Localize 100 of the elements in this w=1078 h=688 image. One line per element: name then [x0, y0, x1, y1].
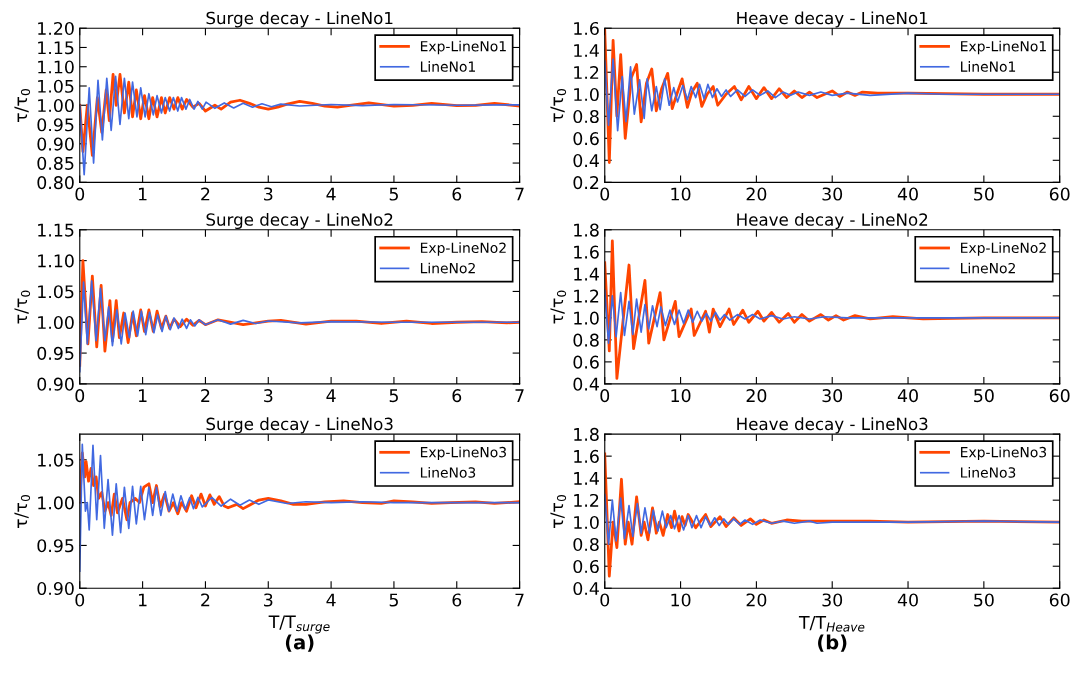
- y-tick-label: 0.6: [573, 355, 599, 369]
- y-tick-label: 0.6: [573, 559, 599, 574]
- y-tick-label: 1.2: [574, 289, 599, 303]
- x-tick-label: 10: [671, 389, 691, 403]
- x-tick-label: 50: [974, 593, 994, 607]
- y-tick-label: 1.00: [38, 98, 74, 113]
- x-tick-label: 7: [515, 389, 524, 402]
- x-tick-label: 4: [326, 389, 336, 402]
- x-tick-label: 1: [138, 593, 147, 607]
- legend-label: Exp-LineNo3: [420, 446, 506, 461]
- x-tick-label: 0: [75, 187, 85, 201]
- y-axis-title: τ/τ$_{0}$: [14, 494, 31, 528]
- x-tick-label: 20: [746, 389, 767, 403]
- x-tick-label: 40: [897, 389, 918, 403]
- x-tick-label: 2: [201, 389, 210, 402]
- x-tick-label: 10: [671, 187, 691, 201]
- legend-label: LineNo3: [961, 467, 1016, 478]
- legend-label: Exp-LineNo2: [961, 242, 1046, 256]
- x-tick-label: 3: [264, 187, 273, 201]
- x-tick-label: 40: [897, 593, 918, 607]
- y-tick-label: 1.0: [574, 87, 599, 102]
- x-tick-label: 1: [138, 389, 147, 402]
- y-axis-title: τ/τ$_{0}$: [14, 290, 31, 324]
- x-tick-label: 6: [452, 389, 462, 403]
- x-tick-label: 30: [822, 187, 843, 201]
- x-tick-label: 1: [138, 187, 147, 201]
- x-tick-label: 30: [822, 593, 843, 607]
- x-axis-title: T/T$_{Heave}$: [798, 615, 865, 632]
- legend-label: Exp-LineNo2: [420, 242, 506, 256]
- chart-title: Surge decay - LineNo3: [206, 417, 393, 434]
- y-tick-label: 0.95: [37, 539, 74, 553]
- x-tick-label: 4: [326, 187, 336, 201]
- x-tick-label: 40: [897, 187, 918, 201]
- legend-label: LineNo1: [961, 61, 1016, 72]
- x-tick-label: 5: [389, 389, 398, 403]
- legend-label: LineNo3: [420, 467, 476, 478]
- x-tick-label: 3: [264, 593, 273, 607]
- y-tick-label: 1.6: [574, 245, 599, 259]
- x-tick-label: 60: [1049, 593, 1070, 607]
- y-tick-label: 1.0: [574, 515, 599, 530]
- x-tick-label: 50: [974, 389, 994, 403]
- x-tick-label: 0: [600, 187, 610, 201]
- x-tick-label: 0: [75, 593, 85, 607]
- y-axis-title: τ/τ$_{0}$: [550, 494, 567, 528]
- y-tick-label: 1.4: [574, 267, 599, 281]
- y-tick-label: 1.00: [38, 315, 74, 330]
- y-tick-label: 1.00: [38, 496, 74, 510]
- x-tick-label: 7: [515, 593, 524, 607]
- chart-title: Heave decay - LineNo1: [737, 11, 928, 28]
- chart-title: Heave decay - LineNo3: [737, 417, 928, 434]
- legend-label: Exp-LineNo1: [420, 40, 506, 55]
- y-axis-title: τ/τ$_{0}$: [550, 290, 567, 324]
- y-tick-label: 0.90: [37, 581, 74, 596]
- x-tick-label: 3: [264, 389, 273, 403]
- y-tick-label: 0.2: [573, 176, 599, 190]
- y-tick-label: 1.05: [38, 453, 74, 467]
- y-tick-label: 1.8: [574, 223, 599, 237]
- y-tick-label: 1.15: [38, 223, 74, 237]
- x-tick-label: 6: [452, 593, 462, 607]
- y-tick-label: 1.05: [38, 79, 74, 93]
- y-tick-label: 0.4: [573, 154, 599, 168]
- legend-label: LineNo2: [420, 262, 475, 274]
- x-tick-label: 0: [600, 389, 610, 403]
- legend-label: Exp-LineNo3: [961, 446, 1047, 461]
- legend-label: Exp-LineNo1: [961, 40, 1046, 55]
- y-tick-label: 0.95: [37, 346, 74, 360]
- legend-label: LineNo1: [420, 61, 475, 72]
- y-tick-label: 0.90: [37, 137, 74, 151]
- x-tick-label: 30: [822, 389, 843, 403]
- chart-title: Surge decay - LineNo2: [206, 212, 393, 230]
- y-tick-label: 0.4: [573, 377, 599, 391]
- x-tick-label: 7: [515, 187, 524, 201]
- y-tick-label: 0.85: [37, 156, 74, 170]
- legend-label: LineNo2: [961, 262, 1015, 274]
- y-tick-label: 0.90: [37, 377, 74, 391]
- x-tick-label: 20: [746, 593, 767, 607]
- x-tick-label: 50: [974, 187, 994, 201]
- y-tick-label: 1.4: [574, 472, 599, 485]
- x-tick-label: 6: [452, 187, 462, 201]
- y-tick-label: 1.8: [574, 427, 599, 441]
- x-tick-label: 20: [746, 187, 767, 201]
- x-axis-title: T/T$_{surge}$: [268, 615, 330, 634]
- x-tick-label: 60: [1049, 187, 1070, 201]
- text: (a): [285, 634, 314, 652]
- x-tick-label: 10: [671, 593, 691, 607]
- chart-title: Heave decay - LineNo2: [737, 212, 928, 230]
- x-tick-label: 4: [326, 593, 336, 607]
- y-tick-label: 0.80: [37, 176, 74, 190]
- x-tick-label: 5: [389, 593, 398, 607]
- y-tick-label: 1.10: [38, 254, 74, 268]
- y-axis-title: τ/τ$_{0}$: [550, 89, 567, 123]
- y-tick-label: 1.2: [574, 493, 599, 507]
- text: (b): [818, 634, 847, 652]
- y-tick-label: 1.10: [38, 60, 74, 74]
- x-tick-label: 2: [201, 187, 210, 201]
- y-tick-label: 1.2: [574, 65, 599, 79]
- y-tick-label: 1.05: [38, 285, 74, 299]
- x-tick-label: 2: [201, 593, 210, 607]
- y-axis-title: τ/τ$_{0}$: [14, 89, 31, 123]
- y-tick-label: 0.8: [573, 537, 599, 552]
